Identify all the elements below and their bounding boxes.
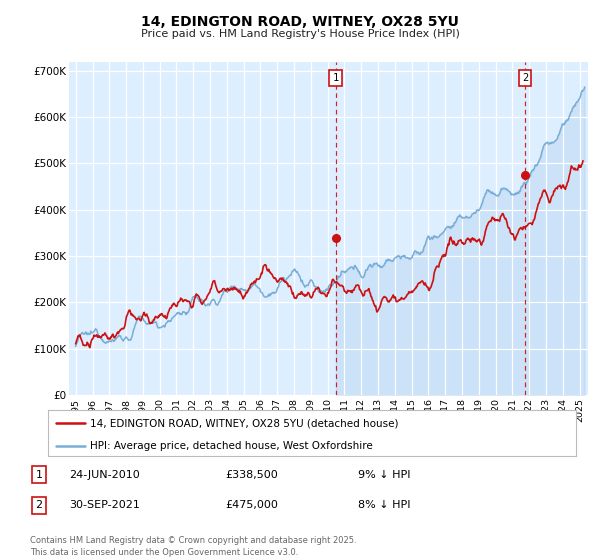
Text: 30-SEP-2021: 30-SEP-2021 — [70, 500, 140, 510]
Text: £475,000: £475,000 — [226, 500, 278, 510]
Text: 14, EDINGTON ROAD, WITNEY, OX28 5YU (detached house): 14, EDINGTON ROAD, WITNEY, OX28 5YU (det… — [90, 418, 399, 428]
Text: 14, EDINGTON ROAD, WITNEY, OX28 5YU: 14, EDINGTON ROAD, WITNEY, OX28 5YU — [141, 15, 459, 29]
Text: 9% ↓ HPI: 9% ↓ HPI — [358, 470, 410, 480]
Text: 2: 2 — [522, 73, 528, 83]
Text: Contains HM Land Registry data © Crown copyright and database right 2025.
This d: Contains HM Land Registry data © Crown c… — [30, 536, 356, 557]
Text: Price paid vs. HM Land Registry's House Price Index (HPI): Price paid vs. HM Land Registry's House … — [140, 29, 460, 39]
Text: 24-JUN-2010: 24-JUN-2010 — [70, 470, 140, 480]
Text: 1: 1 — [35, 470, 43, 480]
Text: £338,500: £338,500 — [226, 470, 278, 480]
Text: 1: 1 — [332, 73, 339, 83]
Text: 8% ↓ HPI: 8% ↓ HPI — [358, 500, 410, 510]
Text: HPI: Average price, detached house, West Oxfordshire: HPI: Average price, detached house, West… — [90, 441, 373, 451]
Text: 2: 2 — [35, 500, 43, 510]
